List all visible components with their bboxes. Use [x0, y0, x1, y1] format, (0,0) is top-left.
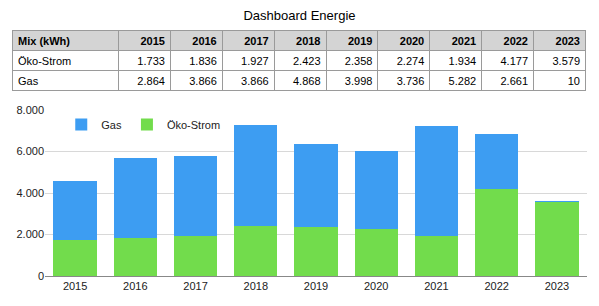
html-text:2.423: 2.423: [293, 54, 321, 67]
html-text:2019: 2019: [347, 34, 373, 47]
html-text:1.733: 1.733: [137, 54, 165, 67]
html-text:Dashboard Energie: Dashboard Energie: [243, 8, 356, 23]
html-text:2.358: 2.358: [344, 54, 373, 67]
svg-text:8.000: 8.000: [16, 104, 44, 116]
svg-text:6.000: 6.000: [16, 145, 44, 157]
html-text:4.177: 4.177: [500, 54, 528, 67]
html-text:3.866: 3.866: [241, 74, 269, 87]
html-text:Öko-Strom: Öko-Strom: [18, 54, 72, 67]
svg-text:2.000: 2.000: [16, 228, 44, 240]
html-text:2022: 2022: [503, 34, 528, 47]
html-text:5.282: 5.282: [448, 74, 477, 87]
svg-text:2016: 2016: [123, 280, 147, 292]
html-text:10: 10: [567, 74, 580, 87]
svg-text:4.000: 4.000: [16, 187, 44, 199]
svg-text:2015: 2015: [63, 280, 87, 292]
svg-text:Öko-Strom: Öko-Strom: [167, 119, 220, 131]
html-text:2.864: 2.864: [137, 74, 165, 87]
svg-text:2020: 2020: [364, 280, 388, 292]
html-text:2023: 2023: [555, 34, 580, 47]
html-text:2015: 2015: [140, 34, 165, 47]
svg-text:0: 0: [38, 270, 44, 282]
html-text:1.934: 1.934: [448, 54, 477, 67]
html-text:2.274: 2.274: [396, 54, 425, 67]
html-text:4.868: 4.868: [293, 74, 321, 87]
html-text:Gas: Gas: [18, 74, 39, 87]
html-text:2020: 2020: [399, 34, 425, 47]
html-text:3.998: 3.998: [344, 74, 373, 87]
svg-text:2018: 2018: [244, 280, 268, 292]
svg-text:2022: 2022: [484, 280, 508, 292]
svg-text:2017: 2017: [183, 280, 207, 292]
svg-text:2021: 2021: [424, 280, 448, 292]
html-text:1.927: 1.927: [241, 54, 269, 67]
html-text:Mix (kWh): Mix (kWh): [18, 34, 70, 47]
html-text:3.579: 3.579: [552, 54, 580, 67]
html-text:2017: 2017: [244, 34, 269, 47]
html-text:1.836: 1.836: [189, 54, 217, 67]
html-text:2021: 2021: [451, 34, 477, 47]
html-text:3.736: 3.736: [396, 74, 425, 87]
html-text:2.661: 2.661: [500, 74, 528, 87]
svg-text:2023: 2023: [545, 280, 569, 292]
html-text:3.866: 3.866: [189, 74, 217, 87]
html-text:2016: 2016: [192, 34, 217, 47]
html-text:2018: 2018: [296, 34, 321, 47]
svg-text:2019: 2019: [304, 280, 328, 292]
svg-text:Gas: Gas: [101, 119, 122, 131]
